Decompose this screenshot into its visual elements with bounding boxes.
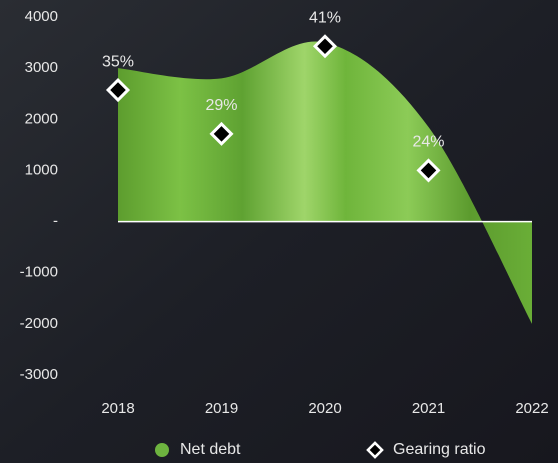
diamond-marker bbox=[416, 158, 441, 183]
x-tick-label: 2022 bbox=[515, 400, 548, 417]
y-tick-label: 4000 bbox=[25, 8, 58, 25]
y-tick-label: -3000 bbox=[20, 366, 58, 383]
legend-label: Gearing ratio bbox=[393, 441, 486, 458]
data-label: 29% bbox=[205, 97, 237, 114]
x-tick-label: 2018 bbox=[101, 400, 134, 417]
legend-marker bbox=[366, 441, 384, 459]
diamond-marker bbox=[209, 121, 234, 146]
data-label: 35% bbox=[102, 53, 134, 70]
data-label: 41% bbox=[309, 9, 341, 26]
x-tick-label: 2021 bbox=[412, 400, 445, 417]
diamond-marker bbox=[105, 78, 131, 103]
legend-label: Net debt bbox=[180, 441, 241, 458]
y-tick-label: -2000 bbox=[20, 315, 58, 332]
legend-marker bbox=[155, 443, 169, 457]
diamond-marker bbox=[312, 34, 338, 59]
area bbox=[118, 41, 532, 324]
y-tick-label: - bbox=[53, 213, 58, 230]
y-tick-label: -1000 bbox=[20, 264, 58, 281]
y-tick-label: 3000 bbox=[25, 59, 58, 76]
x-tick-label: 2019 bbox=[205, 400, 238, 417]
data-label: 24% bbox=[412, 134, 444, 151]
y-tick-label: 1000 bbox=[25, 161, 58, 178]
x-tick-label: 2020 bbox=[308, 400, 341, 417]
y-tick-label: 2000 bbox=[25, 110, 58, 127]
